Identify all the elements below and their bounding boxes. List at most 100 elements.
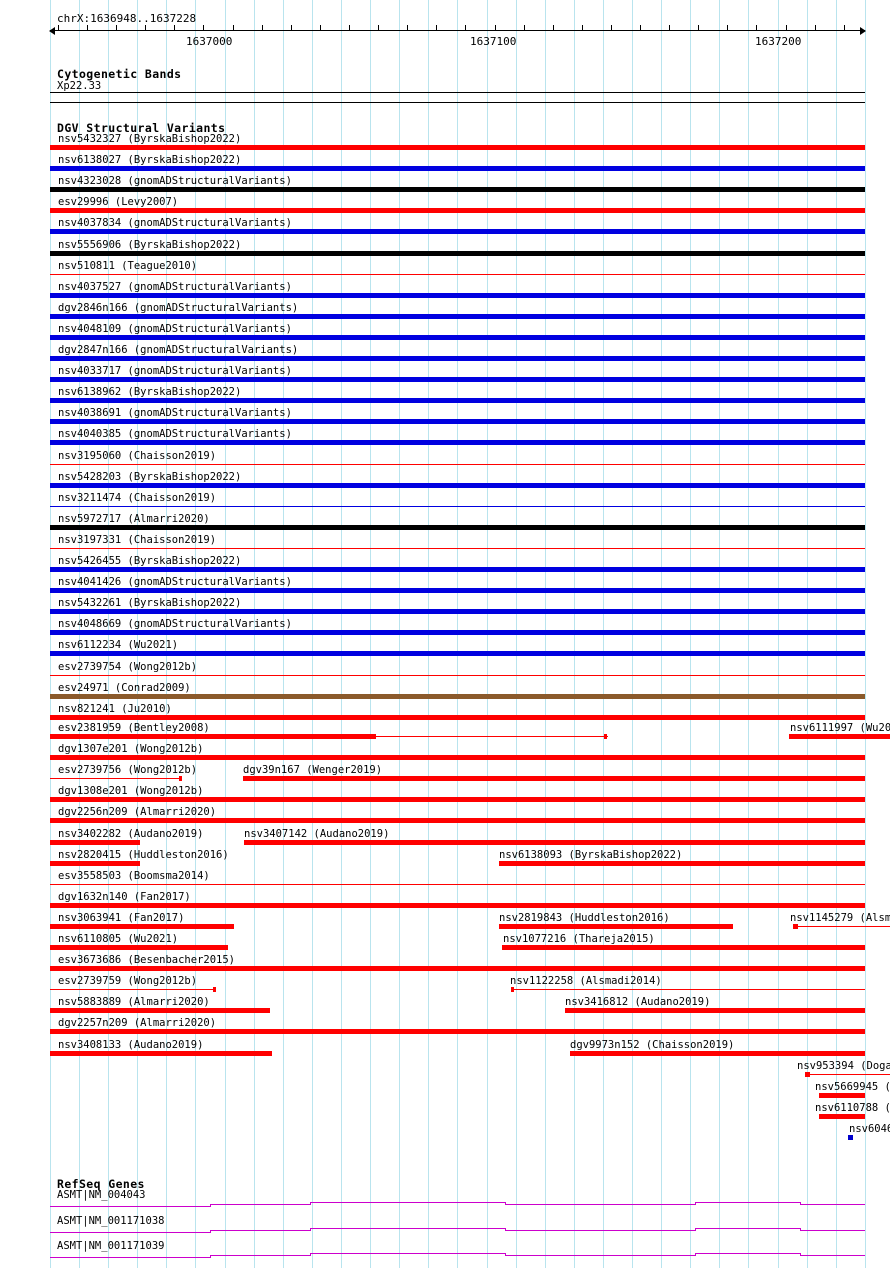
variant-line[interactable] <box>809 1073 890 1075</box>
gene-intron-line[interactable] <box>505 1230 695 1231</box>
variant-bar[interactable] <box>499 860 865 866</box>
variant-line[interactable] <box>50 778 181 780</box>
variant-line[interactable] <box>514 989 865 991</box>
gene-intron-line[interactable] <box>210 1204 310 1205</box>
variant-label: nsv3416812 (Audano2019) <box>565 996 711 1009</box>
variant-bar[interactable] <box>50 313 865 319</box>
variant-bar[interactable] <box>50 755 865 761</box>
variant-bar[interactable] <box>819 1113 865 1119</box>
variant-bar[interactable] <box>565 1008 865 1014</box>
ruler-right-arrow-icon[interactable] <box>860 27 866 35</box>
gene-intron-line[interactable] <box>800 1230 865 1231</box>
gene-intron-line[interactable] <box>310 1202 505 1203</box>
gene-intron-line[interactable] <box>310 1228 505 1229</box>
variant-bar[interactable] <box>50 229 865 235</box>
gene-intron-line[interactable] <box>210 1255 310 1256</box>
variant-label: esv3558503 (Boomsma2014) <box>58 869 210 882</box>
variant-bar[interactable] <box>50 734 376 739</box>
ruler-tick <box>844 25 845 30</box>
variant-bar[interactable] <box>50 482 865 488</box>
variant-endpoint-tick[interactable] <box>179 776 182 782</box>
variant-bar[interactable] <box>50 356 865 361</box>
variant-bar[interactable] <box>50 966 865 972</box>
ruler-tick <box>582 25 583 30</box>
variant-bar[interactable] <box>50 902 865 908</box>
variant-bar[interactable] <box>50 630 865 636</box>
gene-intron-line[interactable] <box>695 1228 800 1229</box>
cytoband-track[interactable] <box>50 92 865 103</box>
gene-intron-line[interactable] <box>800 1255 865 1256</box>
variant-endpoint-tick[interactable] <box>511 987 514 993</box>
variant-bar[interactable] <box>50 818 865 824</box>
variant-bar[interactable] <box>50 440 865 446</box>
variant-label: dgv1307e201 (Wong2012b) <box>58 743 204 756</box>
variant-bar[interactable] <box>499 923 733 929</box>
variant-bar[interactable] <box>243 776 865 782</box>
variant-bar[interactable] <box>50 839 140 845</box>
gene-intron-line[interactable] <box>50 1206 210 1207</box>
variant-label: esv2739759 (Wong2012b) <box>58 975 198 988</box>
variant-bar[interactable] <box>50 145 865 150</box>
variant-bar[interactable] <box>50 1008 270 1014</box>
variant-line[interactable] <box>50 273 865 275</box>
variant-label: nsv821241 (Ju2010) <box>58 702 172 715</box>
variant-line[interactable] <box>50 883 865 885</box>
gene-intron-line[interactable] <box>695 1202 800 1203</box>
variant-bar[interactable] <box>50 208 865 214</box>
variant-bar[interactable] <box>502 945 865 950</box>
gene-exon-step <box>800 1228 801 1231</box>
variant-line[interactable] <box>50 989 215 991</box>
ruler-tick-label: 1637100 <box>470 35 517 48</box>
variant-bar[interactable] <box>50 923 234 929</box>
variant-line[interactable] <box>376 736 608 737</box>
variant-bar[interactable] <box>50 860 140 866</box>
variant-line[interactable] <box>50 463 865 465</box>
gene-intron-line[interactable] <box>505 1204 695 1205</box>
gene-intron-line[interactable] <box>50 1232 210 1233</box>
variant-label: nsv4041426 (gnomADStructuralVariants) <box>58 576 292 589</box>
variant-bar[interactable] <box>50 1029 865 1035</box>
variant-bar[interactable] <box>50 651 865 657</box>
variant-bar[interactable] <box>244 839 865 845</box>
variant-bar[interactable] <box>848 1134 853 1140</box>
gene-intron-line[interactable] <box>505 1255 695 1256</box>
variant-label: dgv1308e201 (Wong2012b) <box>58 785 204 798</box>
variant-bar[interactable] <box>50 609 865 615</box>
variant-bar[interactable] <box>50 419 865 425</box>
variant-bar[interactable] <box>50 1050 272 1056</box>
gene-intron-line[interactable] <box>50 1257 210 1258</box>
gene-intron-line[interactable] <box>210 1230 310 1231</box>
variant-bar[interactable] <box>805 1071 810 1077</box>
variant-bar[interactable] <box>50 334 865 340</box>
variant-bar[interactable] <box>50 693 865 699</box>
ruler-left-arrow-icon[interactable] <box>49 27 55 35</box>
variant-bar[interactable] <box>50 398 865 404</box>
variant-bar[interactable] <box>789 734 890 739</box>
variant-bar[interactable] <box>50 377 865 383</box>
variant-line[interactable] <box>50 674 865 676</box>
variant-bar[interactable] <box>793 923 798 929</box>
variant-line[interactable] <box>50 505 865 507</box>
gene-intron-line[interactable] <box>310 1253 505 1254</box>
variant-bar[interactable] <box>50 567 865 572</box>
variant-bar[interactable] <box>50 797 865 803</box>
variant-endpoint-tick[interactable] <box>604 734 607 739</box>
gene-intron-line[interactable] <box>695 1253 800 1254</box>
variant-bar[interactable] <box>570 1050 865 1056</box>
ruler-tick <box>407 25 408 30</box>
variant-line[interactable] <box>797 925 890 927</box>
variant-bar[interactable] <box>50 292 865 298</box>
variant-label: nsv1077216 (Thareja2015) <box>503 933 655 945</box>
variant-bar[interactable] <box>819 1092 865 1098</box>
variant-bar[interactable] <box>50 945 228 950</box>
variant-bar[interactable] <box>50 524 865 530</box>
variant-bar[interactable] <box>50 250 865 256</box>
variant-bar[interactable] <box>50 588 865 594</box>
variant-bar[interactable] <box>50 187 865 193</box>
variant-line[interactable] <box>50 547 865 549</box>
gene-intron-line[interactable] <box>800 1204 865 1205</box>
variant-bar[interactable] <box>50 714 865 720</box>
gene-exon-step <box>695 1253 696 1256</box>
variant-endpoint-tick[interactable] <box>213 987 216 993</box>
variant-bar[interactable] <box>50 166 865 172</box>
